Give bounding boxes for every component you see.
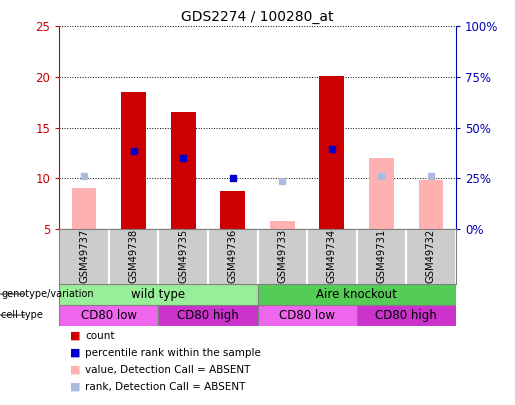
Bar [369, 158, 394, 229]
Bar [258, 284, 456, 305]
Text: count: count [85, 331, 114, 341]
Text: GSM49731: GSM49731 [376, 229, 386, 283]
Text: Aire knockout: Aire knockout [316, 288, 397, 301]
Text: GSM49732: GSM49732 [426, 229, 436, 283]
Bar [270, 221, 295, 229]
Bar [59, 284, 258, 305]
Text: cell type: cell type [1, 310, 43, 320]
Bar [220, 192, 245, 229]
Text: CD80 high: CD80 high [177, 309, 239, 322]
Bar [258, 305, 356, 326]
Bar [319, 76, 344, 229]
Text: GSM49734: GSM49734 [327, 229, 337, 283]
Bar [121, 92, 146, 229]
Bar [171, 112, 196, 229]
Title: GDS2274 / 100280_at: GDS2274 / 100280_at [181, 10, 334, 24]
Text: GSM49736: GSM49736 [228, 229, 238, 283]
Text: ■: ■ [70, 348, 80, 358]
Bar [159, 305, 258, 326]
Text: CD80 low: CD80 low [81, 309, 137, 322]
Text: ■: ■ [70, 365, 80, 375]
Text: GSM49735: GSM49735 [178, 229, 188, 283]
Text: ■: ■ [70, 382, 80, 392]
Text: ■: ■ [70, 331, 80, 341]
Bar [419, 180, 443, 229]
Text: GSM49733: GSM49733 [277, 229, 287, 283]
Bar [356, 305, 456, 326]
Text: CD80 high: CD80 high [375, 309, 437, 322]
Text: wild type: wild type [131, 288, 185, 301]
Text: GSM49738: GSM49738 [129, 229, 139, 283]
Text: genotype/variation: genotype/variation [1, 289, 94, 299]
Text: rank, Detection Call = ABSENT: rank, Detection Call = ABSENT [85, 382, 245, 392]
Bar [72, 188, 96, 229]
Text: value, Detection Call = ABSENT: value, Detection Call = ABSENT [85, 365, 250, 375]
Text: CD80 low: CD80 low [279, 309, 335, 322]
Bar [59, 305, 159, 326]
Text: GSM49737: GSM49737 [79, 229, 89, 283]
Text: percentile rank within the sample: percentile rank within the sample [85, 348, 261, 358]
